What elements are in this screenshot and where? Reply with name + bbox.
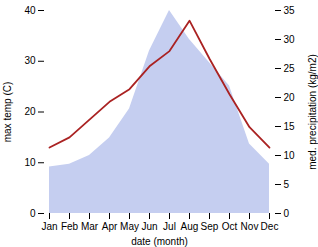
- svg-text:date (month): date (month): [131, 236, 188, 247]
- svg-text:20: 20: [24, 106, 36, 117]
- svg-text:30: 30: [24, 55, 36, 66]
- svg-text:Aug: Aug: [181, 221, 199, 232]
- svg-text:10: 10: [24, 157, 36, 168]
- svg-text:0: 0: [30, 208, 36, 219]
- svg-text:25: 25: [284, 63, 296, 74]
- svg-text:Dec: Dec: [261, 221, 279, 232]
- svg-text:0: 0: [284, 208, 290, 219]
- svg-text:max temp (C): max temp (C): [2, 82, 13, 143]
- svg-text:Sep: Sep: [201, 221, 219, 232]
- svg-text:30: 30: [284, 34, 296, 45]
- svg-text:Mar: Mar: [81, 221, 99, 232]
- svg-text:5: 5: [284, 179, 290, 190]
- svg-text:Nov: Nov: [241, 221, 259, 232]
- svg-text:Oct: Oct: [222, 221, 238, 232]
- svg-text:10: 10: [284, 150, 296, 161]
- svg-text:20: 20: [284, 92, 296, 103]
- svg-text:40: 40: [24, 5, 36, 16]
- svg-text:Feb: Feb: [61, 221, 79, 232]
- svg-text:Jan: Jan: [41, 221, 57, 232]
- svg-text:May: May: [120, 221, 139, 232]
- svg-text:Jul: Jul: [163, 221, 176, 232]
- svg-text:15: 15: [284, 121, 296, 132]
- svg-text:35: 35: [284, 5, 296, 16]
- svg-text:Apr: Apr: [102, 221, 118, 232]
- svg-text:Jun: Jun: [141, 221, 157, 232]
- svg-text:med. precipitation (kg/m2): med. precipitation (kg/m2): [307, 54, 318, 170]
